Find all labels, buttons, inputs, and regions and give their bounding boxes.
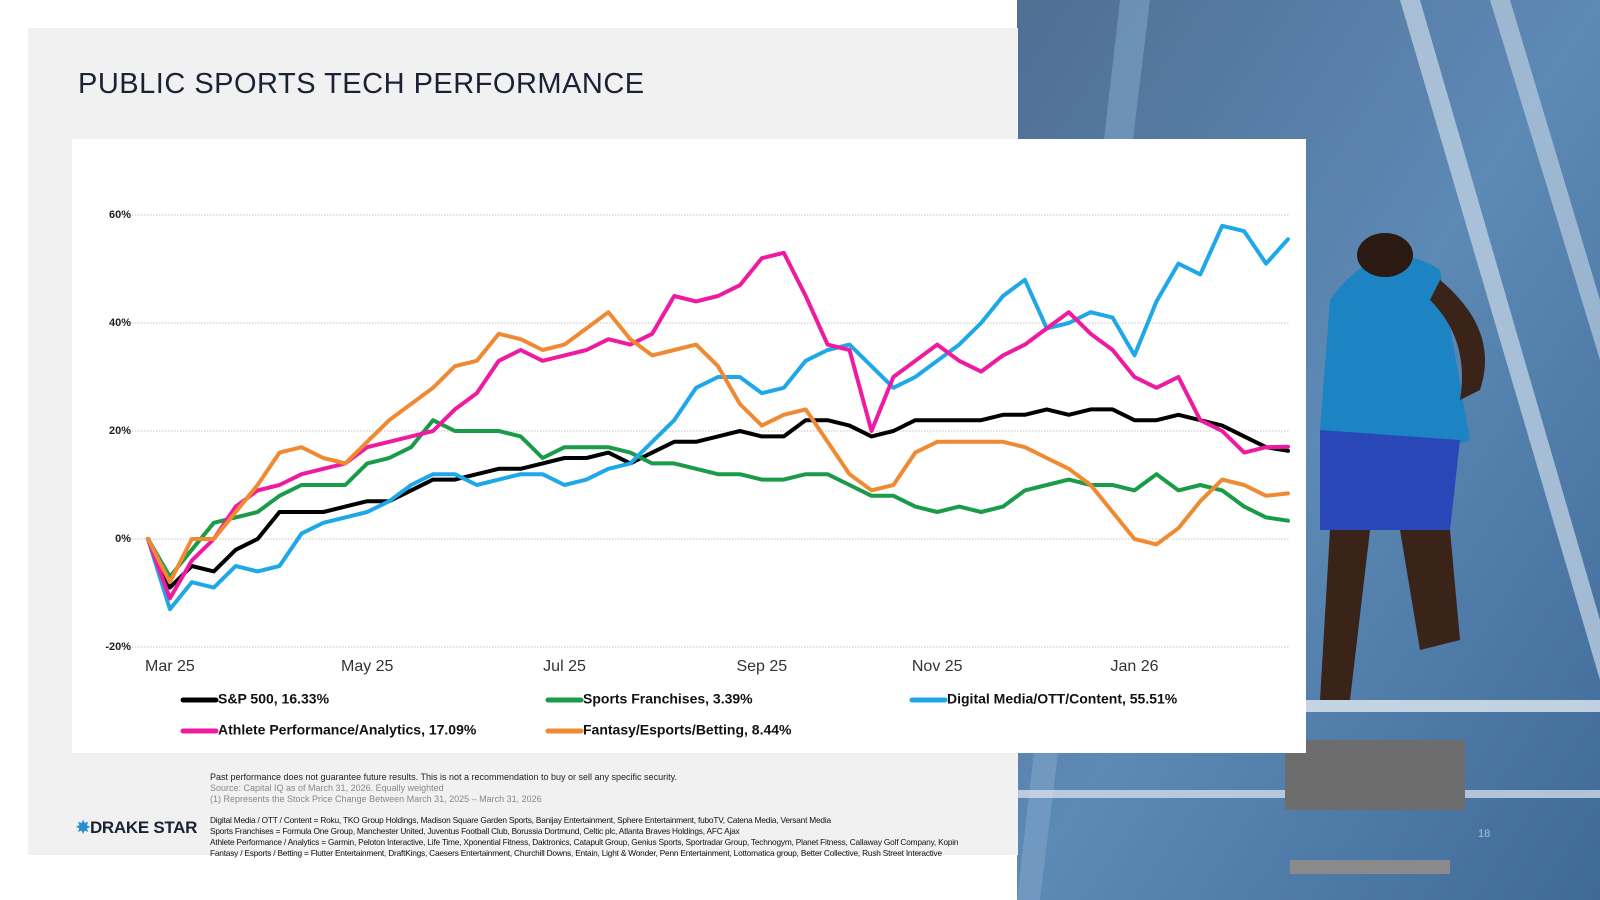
legend-label: Athlete Performance/Analytics, 17.09%: [218, 722, 477, 738]
runner-leg: [1400, 530, 1460, 650]
source: Source: Capital IQ as of March 31, 2026.…: [210, 783, 444, 793]
y-tick-label: -20%: [105, 641, 131, 653]
x-tick-label: May 25: [341, 658, 394, 675]
series-line: [146, 418, 1290, 579]
runner-head: [1357, 233, 1413, 277]
footnote: (1) Represents the Stock Price Change Be…: [210, 794, 542, 804]
lane-line: [1300, 700, 1600, 712]
logo-star: ✸: [76, 818, 90, 837]
x-tick-label: Jan 26: [1111, 658, 1159, 675]
series-line: [146, 310, 1290, 585]
runner-leg: [1320, 530, 1370, 700]
series-line: [146, 407, 1290, 590]
starting-block: [1285, 740, 1465, 810]
lane-line: [1490, 0, 1600, 360]
series-line: [146, 223, 1290, 612]
y-tick-label: 0%: [115, 533, 131, 545]
footer: Past performance does not guarantee futu…: [210, 772, 1110, 805]
constituents: Digital Media / OTT / Content = Roku, TK…: [210, 815, 959, 859]
constituent-line: Athlete Performance / Analytics = Garmin…: [210, 837, 959, 847]
legend-label: Digital Media/OTT/Content, 55.51%: [947, 691, 1178, 707]
logo: ✸DRAKE STAR: [76, 818, 197, 838]
y-tick-label: 20%: [109, 425, 131, 437]
page-number: 18: [1478, 828, 1491, 840]
y-tick-label: 60%: [109, 209, 131, 221]
x-tick-label: Jul 25: [543, 658, 586, 675]
y-tick-label: 40%: [109, 317, 131, 329]
legend-label: Fantasy/Esports/Betting, 8.44%: [583, 722, 792, 738]
legend-label: S&P 500, 16.33%: [218, 691, 330, 707]
runner-shirt: [1320, 255, 1470, 453]
runner-arm: [1430, 280, 1485, 400]
starting-block: [1290, 860, 1450, 874]
x-tick-label: Nov 25: [912, 658, 963, 675]
logo-text: DRAKE STAR: [89, 818, 198, 837]
x-tick-label: Mar 25: [145, 658, 195, 675]
lane-line: [1400, 0, 1600, 680]
legend-label: Sports Franchises, 3.39%: [583, 691, 753, 707]
x-tick-label: Sep 25: [736, 658, 787, 675]
constituent-line: Sports Franchises = Formula One Group, M…: [210, 826, 740, 836]
constituent-line: Digital Media / OTT / Content = Roku, TK…: [210, 815, 831, 825]
constituent-line: Fantasy / Esports / Betting = Flutter En…: [210, 848, 942, 858]
disclaimer: Past performance does not guarantee futu…: [210, 772, 677, 782]
runner-shorts: [1320, 430, 1460, 530]
chart-container: [72, 139, 1306, 753]
series-line: [146, 250, 1290, 601]
slide-title: PUBLIC SPORTS TECH PERFORMANCE: [78, 68, 645, 100]
